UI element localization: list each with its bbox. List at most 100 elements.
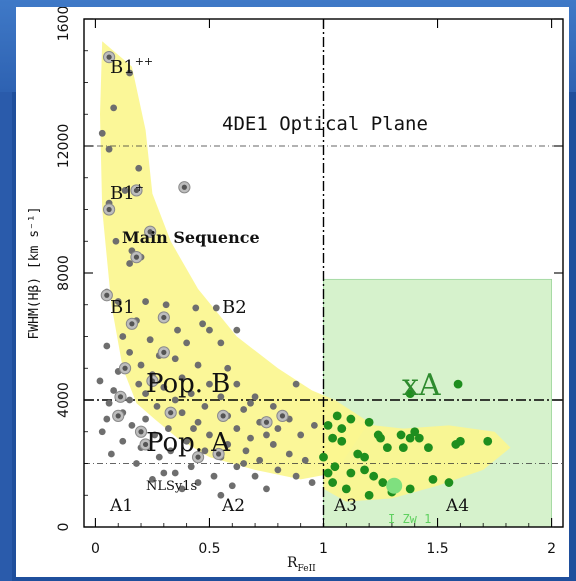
- gray-point: [206, 380, 213, 388]
- gray-point: [114, 298, 122, 305]
- x-tick-label: 1: [319, 541, 328, 557]
- gray-point: [251, 393, 259, 401]
- green-point: [328, 478, 338, 487]
- gray-point: [187, 390, 195, 398]
- label-b2: B2: [222, 297, 247, 318]
- x-tick-label: 1.5: [426, 541, 448, 557]
- gray-point: [212, 304, 220, 312]
- gray-point: [98, 129, 106, 137]
- gray-point: [263, 485, 270, 493]
- gray-point: [121, 187, 129, 194]
- gray-point: [119, 333, 127, 340]
- gray-point: [142, 415, 149, 423]
- x-tick-label: 0.5: [198, 541, 220, 557]
- gray-point: [274, 466, 282, 474]
- label-b1: B1: [110, 297, 135, 318]
- chart-title: 4DE1 Optical Plane: [222, 113, 428, 135]
- green-point: [378, 478, 388, 487]
- circled-point-core: [133, 187, 140, 194]
- gray-point: [201, 447, 209, 455]
- gray-point: [269, 402, 277, 410]
- gray-point: [201, 402, 209, 410]
- green-point: [360, 452, 369, 462]
- circled-point-core: [161, 349, 167, 355]
- gray-point: [285, 450, 293, 458]
- circled-point-core: [220, 413, 226, 419]
- gray-point: [107, 450, 115, 458]
- slide-left-band: [0, 92, 12, 581]
- gray-point: [135, 164, 143, 172]
- gray-point: [98, 428, 106, 436]
- green-point: [337, 424, 347, 433]
- green-point: [330, 462, 340, 472]
- gray-point: [194, 361, 202, 369]
- gray-point: [103, 342, 111, 350]
- gray-point: [96, 377, 104, 385]
- label-b1pp: B1++: [110, 55, 153, 78]
- circled-points-group: [100, 51, 289, 464]
- label-pop-a: Pop. A: [146, 428, 231, 458]
- label-b1p: B1+: [110, 181, 144, 204]
- gray-point: [187, 463, 195, 471]
- circled-point-core: [104, 292, 110, 298]
- gray-point: [192, 304, 200, 312]
- green-point: [323, 468, 333, 478]
- gray-point: [155, 453, 163, 461]
- gray-point: [228, 482, 236, 490]
- gray-point: [224, 364, 232, 372]
- green-point: [323, 421, 333, 430]
- circled-point-core: [129, 321, 135, 327]
- green-point: [364, 417, 374, 427]
- circled-point-core: [122, 365, 128, 371]
- gray-point: [160, 469, 168, 477]
- green-point: [369, 471, 379, 481]
- green-point: [424, 443, 433, 453]
- gray-point: [160, 383, 168, 391]
- green-point: [405, 389, 415, 399]
- green-point: [341, 484, 351, 494]
- gray-point: [256, 456, 264, 464]
- gray-point: [194, 418, 202, 426]
- green-point: [382, 443, 392, 453]
- y-tick-label: 0: [56, 523, 72, 532]
- green-point: [444, 478, 454, 487]
- gray-point: [240, 406, 248, 413]
- green-point: [410, 427, 420, 437]
- green-point: [405, 484, 415, 494]
- circled-point-core: [115, 413, 121, 419]
- gray-point: [297, 431, 305, 439]
- gray-point: [233, 326, 241, 334]
- y-axis-label: FWHM(Hβ) [km s⁻¹]: [27, 206, 42, 339]
- gray-point: [269, 441, 277, 448]
- gray-point: [126, 396, 134, 404]
- gray-point: [112, 237, 120, 245]
- green-point: [364, 490, 374, 500]
- label-a2: A2: [221, 496, 245, 516]
- gray-point: [251, 472, 259, 480]
- y-tick-label: 8000: [56, 255, 72, 291]
- gray-point: [183, 339, 191, 347]
- label-xa: xA: [402, 368, 441, 403]
- circled-point-core: [279, 413, 286, 419]
- gray-point: [103, 415, 111, 423]
- gray-point: [171, 396, 179, 404]
- gray-point: [171, 469, 179, 477]
- x-tick-label: 0: [91, 541, 100, 557]
- y-tick-label: 12000: [56, 124, 72, 169]
- gray-point: [233, 463, 241, 471]
- gray-point: [137, 361, 145, 369]
- gray-point: [224, 441, 232, 448]
- gray-point: [183, 437, 191, 445]
- gray-point: [142, 390, 149, 398]
- green-point: [360, 465, 369, 475]
- green-point: [346, 468, 356, 478]
- gray-point: [110, 104, 118, 112]
- circled-point-core: [263, 419, 270, 425]
- label-a4: A4: [445, 496, 469, 516]
- gray-point: [126, 69, 134, 77]
- gray-point: [105, 399, 113, 407]
- gray-point: [162, 301, 170, 309]
- green-point: [337, 436, 347, 446]
- green-point: [376, 433, 385, 443]
- circled-point-core: [168, 410, 174, 416]
